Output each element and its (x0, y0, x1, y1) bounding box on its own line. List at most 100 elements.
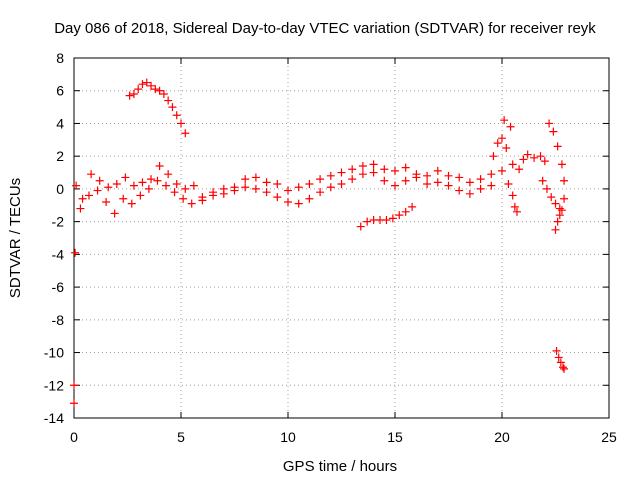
x-tick-label: 15 (387, 429, 403, 445)
x-axis-label: GPS time / hours (283, 458, 397, 475)
series-late-deep (552, 346, 569, 373)
data-point (363, 217, 372, 226)
data-point (87, 170, 96, 179)
plot-frame (73, 57, 610, 419)
data-point (164, 96, 173, 105)
series-late-low (551, 206, 566, 234)
data-point (71, 248, 80, 257)
data-point (556, 358, 565, 367)
data-point (391, 181, 399, 190)
data-point (294, 199, 303, 208)
axis-ticks (73, 57, 610, 419)
data-point (153, 176, 162, 185)
data-point (294, 183, 303, 192)
data-point (129, 181, 138, 190)
x-tick-label: 10 (280, 429, 296, 445)
y-tick-label: -14 (44, 410, 64, 426)
data-point (502, 144, 511, 152)
data-point (262, 178, 271, 187)
data-point (187, 199, 196, 208)
series-main-band-b (76, 168, 496, 218)
data-point (560, 364, 569, 373)
data-point (465, 189, 474, 198)
data-point (547, 193, 556, 202)
data-point (401, 176, 410, 185)
data-point (498, 166, 506, 175)
data-point (337, 168, 346, 177)
data-point (129, 90, 138, 98)
data-point (412, 173, 421, 182)
data-point (444, 171, 453, 180)
data-point (70, 381, 78, 390)
data-point (147, 81, 156, 90)
data-point (500, 116, 509, 125)
data-point (172, 111, 181, 120)
data-point (284, 198, 292, 206)
data-point (316, 188, 325, 197)
data-point (358, 162, 367, 170)
data-point (181, 129, 190, 138)
data-point (138, 80, 147, 89)
data-point (433, 166, 442, 175)
data-point (391, 166, 399, 175)
data-point (476, 175, 485, 184)
data-point (164, 170, 173, 179)
data-point (348, 175, 357, 184)
data-point (380, 165, 389, 174)
data-point (553, 142, 562, 151)
y-axis-label: SDTVAR / TECUs (7, 178, 24, 298)
data-point (552, 346, 561, 355)
data-point (230, 186, 239, 195)
data-point (508, 160, 517, 169)
data-point (142, 78, 151, 87)
data-point (138, 178, 147, 187)
y-tick-label: 4 (56, 115, 64, 131)
y-tick-label: -6 (52, 279, 65, 295)
x-tick-label: 25 (601, 429, 617, 445)
data-point (476, 184, 485, 193)
y-tick-label: -10 (44, 345, 64, 361)
data-point (170, 188, 179, 197)
data-point (408, 202, 417, 211)
data-point (549, 127, 558, 136)
data-point (506, 122, 515, 131)
data-point (423, 180, 432, 188)
data-point (121, 173, 130, 182)
data-point (558, 363, 567, 372)
data-point (382, 216, 391, 224)
data-point (78, 194, 87, 203)
data-point (433, 178, 442, 187)
y-tick-label: 2 (56, 148, 64, 164)
data-point (337, 180, 346, 188)
data-point (147, 175, 156, 184)
data-point (538, 176, 547, 185)
data-point (369, 168, 378, 177)
y-tick-label: -2 (52, 214, 65, 230)
data-point (127, 199, 136, 208)
data-point (493, 139, 502, 148)
data-point (551, 199, 560, 208)
data-point (168, 103, 177, 112)
data-point (241, 175, 250, 184)
data-point (151, 85, 160, 94)
data-point (326, 171, 335, 180)
data-point (70, 399, 78, 408)
data-point (551, 225, 560, 234)
data-point (560, 194, 569, 203)
data-point (251, 184, 260, 193)
data-point (119, 194, 128, 203)
data-point (557, 160, 566, 169)
series-high-arc (125, 78, 190, 138)
data-point (84, 191, 93, 200)
series-late-cluster (489, 116, 569, 211)
data-point (444, 181, 453, 190)
data-point (560, 176, 569, 185)
data-point (510, 202, 519, 211)
data-point (530, 153, 539, 162)
series-isolated-early-points (70, 248, 80, 408)
y-tick-label: -12 (44, 377, 64, 393)
data-point (102, 198, 111, 206)
data-point (326, 183, 335, 192)
data-point (515, 165, 524, 174)
data-point (519, 155, 528, 164)
